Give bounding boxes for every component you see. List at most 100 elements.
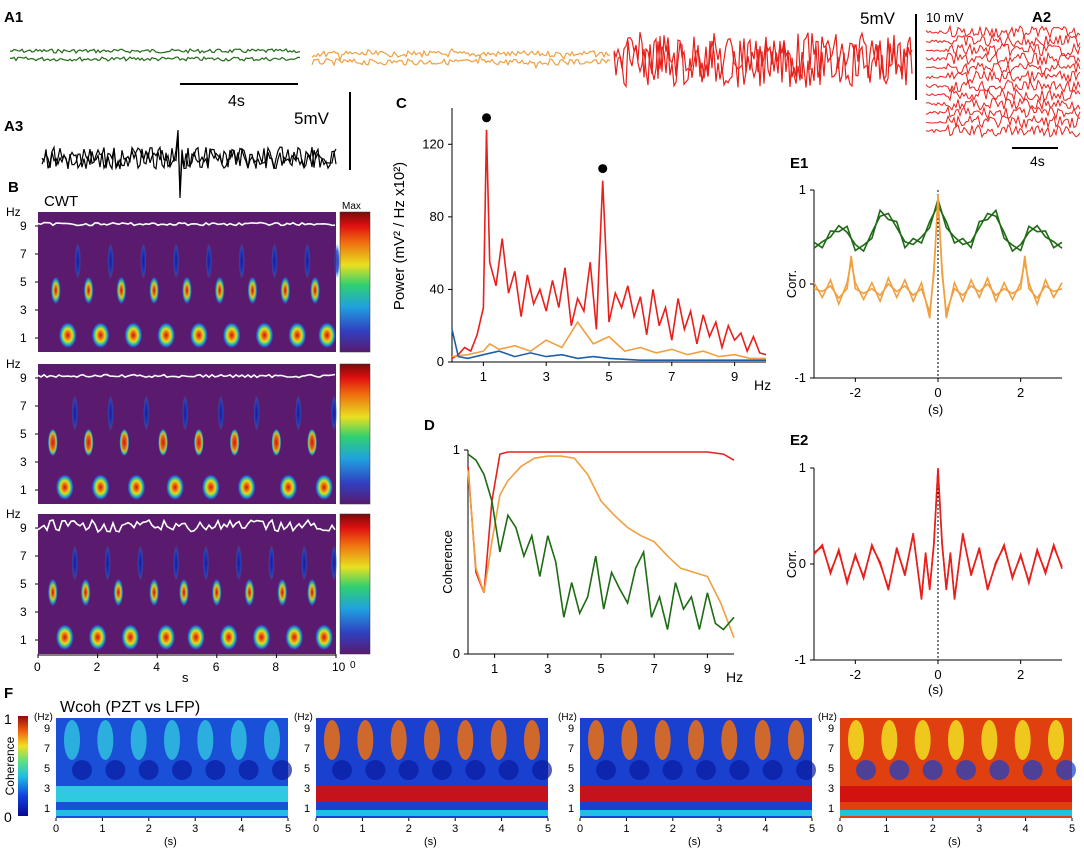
e2-chart-y-tick-1: 1 [799,460,806,475]
cwt-blob-mid-red-2 [113,578,124,607]
cwt-blob-high-green-5 [238,243,245,279]
panel-a2: A2 10 mV 4s [925,9,1081,169]
panel-e1-label: E1 [790,155,808,172]
cwt-map-orange: Hz9 7 5 3 1 [6,357,338,504]
cwt-y-axis-label-green: Hz [6,205,21,219]
wcoh-x-axis-label-orange2: (s) [688,836,701,848]
wcoh-y-tick-green-9: 9 [44,723,50,735]
cwt-blob-mid-green-2 [116,276,127,305]
panel-c-label: C [396,95,407,112]
wcoh-map-bottom-band-orange [316,810,548,816]
wcoh-map-gap-red-5 [1022,760,1043,780]
cwt-x-tick-10: 10 [332,660,346,674]
c-chart-y-tick-80: 80 [430,209,444,224]
a1-voltage-scale-label: 5mV [860,9,896,28]
wcoh-map-blob-orange-4 [457,720,474,760]
wcoh-map-gap-orange2-5 [762,760,783,780]
e2-chart-x-tick--2: -2 [850,667,862,682]
cwt-x-tick-6: 6 [213,660,220,674]
wcoh-map-blob-green-0 [64,720,80,760]
wcoh-x-tick-orange-3: 3 [452,823,458,835]
a2-trace-6 [925,78,1081,93]
wcoh-map-bottom-band-orange2 [580,810,812,816]
panel-f-title: Wcoh (PZT vs LFP) [60,699,200,716]
wcoh-map-blob-orange-5 [490,720,507,760]
cwt-y-tick-red-9: 9 [20,521,27,535]
cwt-x-ticks: 0 2 4 6 8 10 [34,654,346,674]
panel-b-label: B [8,179,19,196]
a3-trace-1 [41,135,337,191]
cwt-y-tick-orange-7: 7 [20,399,27,413]
c-chart-x-tick-7: 7 [668,369,675,384]
cwt-blob-low-green-1 [91,322,110,349]
c-chart-y-tick-0: 0 [437,354,444,369]
panel-e2: E2 -1 0 1 -2 0 2 Corr. (s) [784,432,1063,697]
cwt-blob-mid-red-6 [244,578,255,607]
a1-trace-orange-0 [311,47,611,62]
wcoh-map-blob-orange-2 [390,720,407,760]
wcoh-map-blob-green-2 [130,720,147,760]
cwt-blob-low-green-3 [157,322,176,349]
cwt-y-tick-green-3: 3 [20,303,27,317]
wcoh-map-blob-red-5 [1014,720,1031,760]
wcoh-map-bottom-band-green [56,810,288,816]
cwt-blob-high-green-6 [271,243,278,279]
wcoh-colorbar-min: 0 [4,809,12,825]
e1-chart-x-tick--2: -2 [850,385,862,400]
a1-trace-orange-1 [311,54,611,70]
wcoh-x-tick-green-3: 3 [192,823,198,835]
colorbar-min-label: 0 [350,660,356,671]
cwt-blob-high-orange-1 [107,395,114,431]
wcoh-map-gap-red-3 [956,760,976,780]
e1-y-axis-label: Corr. [784,270,799,298]
wcoh-map-blob-green-4 [197,720,214,760]
wcoh-y-axis-label-orange2: (Hz) [558,712,577,723]
wcoh-x-tick-orange2-3: 3 [716,823,722,835]
a2-voltage-scale-label: 10 mV [926,10,964,25]
wcoh-map-blob-red-2 [914,720,931,760]
cwt-blob-low-orange-2 [127,474,146,501]
cwt-blob-high-red-3 [173,545,180,581]
wcoh-map-blob-orange2-2 [654,720,671,760]
wcoh-x-tick-green-5: 5 [285,823,291,835]
c-chart-peak-marker-1 [598,164,608,174]
c-chart-peak-marker-0 [482,113,492,123]
wcoh-y-tick-orange-9: 9 [304,723,310,735]
a2-trace-4 [925,61,1081,76]
wcoh-map-gap-red-1 [889,760,910,780]
cwt-power-trace-green [37,221,336,227]
cwt-blob-high-orange-4 [217,395,224,431]
wcoh-y-axis-label-orange: (Hz) [294,712,313,723]
cwt-blob-low-orange-4 [201,474,220,501]
wcoh-y-tick-orange-5: 5 [304,763,310,775]
c-chart-y-tick-120: 120 [422,136,444,151]
a3-voltage-scale-label: 5mV [294,109,330,128]
c-chart-series-blue [451,329,766,361]
cwt-blob-high-red-1 [104,545,111,581]
a1-trace-red-1 [613,38,913,89]
wcoh-map-band-orange [316,786,548,802]
d-chart-y-tick-0: 0 [453,646,460,661]
wcoh-map-gap-orange2-3 [696,760,716,780]
cwt-blob-mid-red-3 [149,578,160,607]
wcoh-x-tick-orange-2: 2 [406,823,412,835]
cwt-x-axis-label: s [182,670,189,685]
e2-chart-x-tick-0: 0 [934,667,941,682]
panel-d-label: D [424,417,435,434]
c-chart-series-red [451,129,767,360]
wcoh-map-gap-red-4 [989,760,1010,780]
cwt-blob-mid-orange-7 [307,428,318,457]
d-chart-x-tick-5: 5 [597,661,604,676]
cwt-blob-mid-green-6 [247,276,258,305]
cwt-blob-low-red-3 [157,624,176,651]
wcoh-x-tick-red-0: 0 [837,823,843,835]
c-chart-series-orange [451,320,766,360]
cwt-blob-high-orange-0 [71,395,78,431]
wcoh-map-blob-orange2-1 [621,720,638,760]
cwt-x-tick-8: 8 [272,660,279,674]
cwt-blob-mid-orange-3 [158,428,169,457]
wcoh-y-tick-orange-7: 7 [304,743,310,755]
cwt-blob-low-green-7 [288,322,307,349]
wcoh-map-gap-green-1 [105,760,126,780]
